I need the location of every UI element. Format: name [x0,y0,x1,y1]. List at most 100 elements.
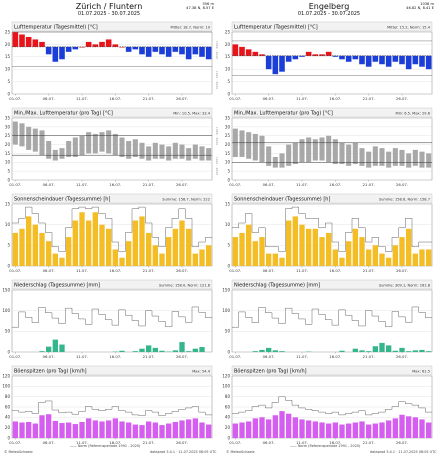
rain-bar [52,339,58,352]
y-tick-label: 15 [5,201,11,206]
minmax-bar [352,142,358,165]
temp-bar [125,46,132,52]
minmax-bar [266,146,272,166]
rain-bar [132,351,138,352]
rain-bar [339,350,345,352]
sun-bar [126,241,132,266]
y-tick-label: 15 [225,54,231,59]
sun-bar [192,253,198,266]
panel-title: Lufttemperatur (Tagesmittel) [°C] [14,24,98,30]
x-tick-label: 16.07. [109,440,121,445]
y-tick-label: 10 [225,222,231,227]
panel-title: Sonnenscheindauer (Tagessumme) [h] [14,196,110,202]
station-meta: 556 m 47.38 N, 8.57 E [186,2,214,11]
x-tick-label: 16.07. [329,354,341,359]
gust-bar [332,422,338,438]
panel-title-band [231,365,433,376]
station-title: Zürich / Fluntern [75,2,143,11]
sun-bar [386,257,392,266]
panel-summary: Summe: 309.1, Norm: 161.8 [379,283,431,287]
x-tick-label: 01.07. [229,96,241,101]
temp-bar [419,55,425,67]
gust-bar [126,422,132,438]
sun-bar [406,228,412,266]
x-tick-label: 26.07. [396,182,408,187]
x-tick-label: 11.07. [296,96,308,101]
gust-bar [119,421,125,438]
x-tick-label: 01.07. [9,440,21,445]
y-tick-label: 25 [5,133,11,138]
gust-bar [146,421,152,438]
rain-bar [259,349,265,352]
y-tick-label: 100 [2,308,10,313]
gust-bar [32,423,38,438]
x-tick-label: 11.07. [296,440,308,445]
footer-copyright: © MeteoSchweiz [4,450,33,454]
y-tick-label: 150 [222,287,230,292]
temp-bar [412,55,419,65]
x-tick-label: 26.07. [176,354,188,359]
gust-bar [179,420,185,438]
x-tick-label: 16.07. [109,268,121,273]
gust-bar [346,423,352,438]
y-tick-label: 120 [2,373,10,378]
minmax-bar [19,123,25,147]
gust-bar [26,421,32,438]
y-tick-label: 35 [5,115,11,120]
y-tick-label: 100 [222,308,230,313]
minmax-bar [366,151,372,168]
temp-bar [132,46,139,50]
gust-bar [266,419,272,438]
panel-title-band [231,21,433,32]
rain-bar [406,351,412,352]
gust-bar [112,418,118,438]
gust-bar [272,415,278,438]
temp-bar [205,46,212,60]
gust-bar [426,422,432,438]
temp-bar [372,55,379,62]
temp-bar [159,46,165,55]
x-tick-label: 06.07. [263,96,275,101]
side-label: 1989 - 2020 [215,127,219,145]
minmax-bar [166,146,172,161]
minmax-bar [239,130,245,157]
station-meta: 1036 m 46.82 N, 8.41 E [406,2,434,11]
sun-bar [132,220,138,266]
sun-bar [106,228,112,266]
y-tick-label: 15 [5,151,11,156]
temp-bar [32,39,39,47]
plot-frame [231,31,433,95]
x-tick-label: 06.07. [43,268,55,273]
y-tick-label: 0 [227,263,230,268]
station-title: Engelberg [308,2,350,11]
minmax-bar [292,142,298,165]
panel-title-band [11,107,213,118]
minmax-bar [192,144,198,159]
x-tick-label: 01.07. [229,182,241,187]
rain-bar [359,350,365,352]
rain-bar [59,344,65,352]
panel-title: Böenspitzen (pro Tag) [km/h] [14,368,87,374]
sun-bar [232,237,238,266]
gust-bar [192,418,198,438]
minmax-bar [286,144,292,166]
y-tick-label: 15 [5,54,11,59]
temp-bar [259,54,265,56]
panel-title: Niederschlag (Tagessumme) [mm] [234,282,320,288]
station-period: 01.07.2025 - 30.07.2025 [77,11,141,17]
norm-legend-line-icon: —— [290,444,297,448]
panel-title-band [11,21,213,32]
temp-bar [199,46,205,57]
rain-bar [266,347,272,352]
gust-bar [339,424,345,438]
temp-bar [192,46,199,55]
gust-bar [312,421,318,438]
gust-bar [52,420,58,438]
temp-bar [305,51,312,56]
station-header-zurich: Zürich / Fluntern 01.07.2025 - 30.07.202… [2,2,216,17]
x-tick-label: 16.07. [329,268,341,273]
x-tick-label: 26.07. [176,96,188,101]
gust-bar [259,417,265,438]
x-tick-label: 16.07. [109,96,121,101]
sun-bar [392,245,398,266]
